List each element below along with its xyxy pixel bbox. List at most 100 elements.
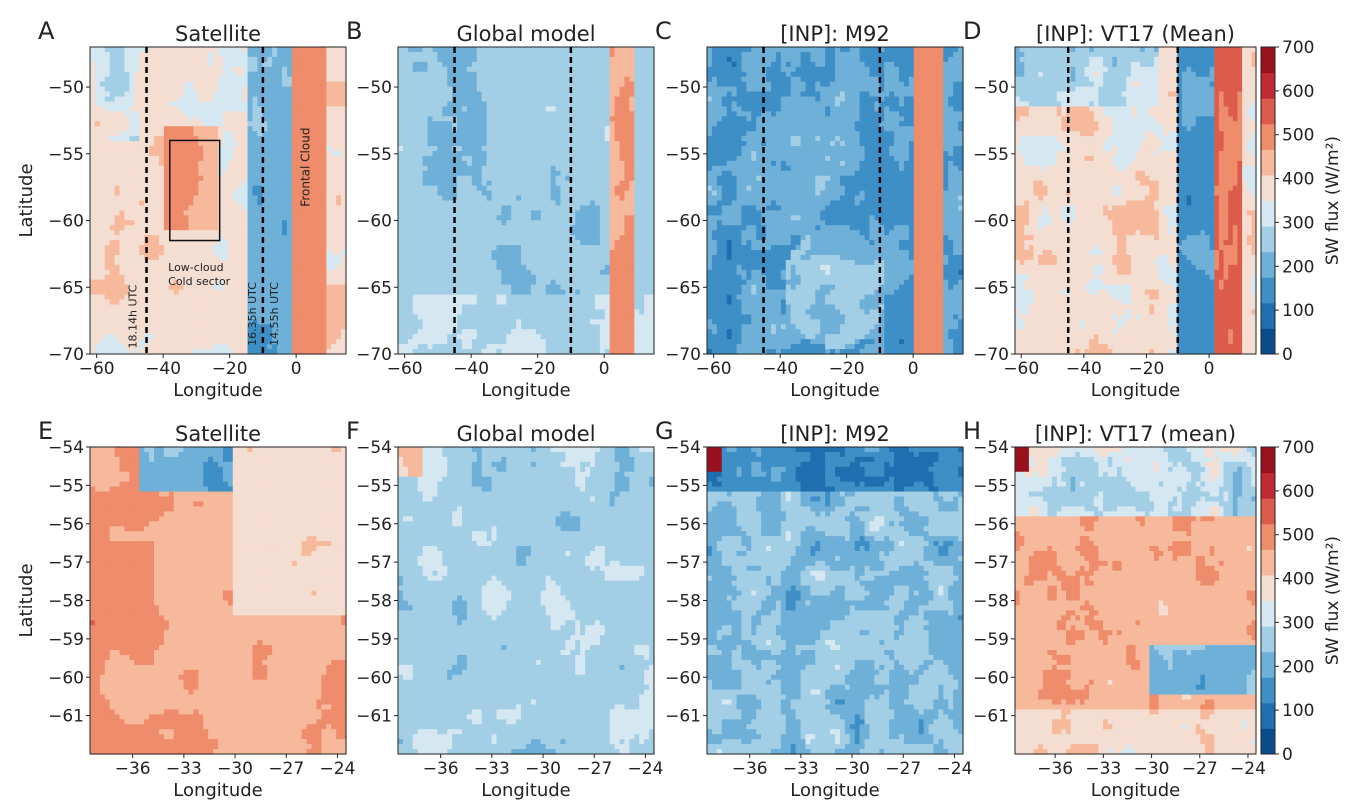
heatmap-cell bbox=[516, 121, 522, 127]
heatmap-cell bbox=[526, 136, 532, 142]
heatmap-cell bbox=[536, 131, 542, 137]
heatmap-cell bbox=[129, 275, 135, 281]
heatmap-cell bbox=[228, 82, 234, 88]
heatmap-cell bbox=[536, 67, 542, 73]
heatmap-cell bbox=[120, 57, 126, 63]
heatmap-cell bbox=[184, 230, 190, 236]
heatmap-cell bbox=[644, 97, 650, 103]
heatmap-cell bbox=[139, 196, 145, 202]
heatmap-cell bbox=[610, 166, 616, 172]
heatmap-cell bbox=[403, 181, 409, 187]
annotation-low-cloud: Low-cloud Cold sector bbox=[168, 261, 231, 288]
heatmap-cell bbox=[590, 171, 596, 177]
heatmap-cell bbox=[233, 156, 239, 162]
heatmap-cell bbox=[462, 82, 468, 88]
heatmap-cell bbox=[634, 87, 640, 93]
heatmap-cell bbox=[403, 161, 409, 167]
heatmap-cell bbox=[100, 67, 106, 73]
heatmap-cell bbox=[516, 72, 522, 78]
heatmap-cell bbox=[629, 67, 635, 73]
heatmap-cell bbox=[164, 92, 170, 98]
heatmap-cell bbox=[516, 111, 522, 117]
heatmap-cell bbox=[403, 47, 409, 53]
heatmap-cell bbox=[541, 176, 547, 182]
heatmap-cell bbox=[193, 210, 199, 216]
heatmap-cell bbox=[203, 186, 209, 192]
heatmap-cell bbox=[615, 156, 621, 162]
heatmap-cell bbox=[188, 82, 194, 88]
heatmap-cell bbox=[398, 191, 404, 197]
heatmap-cell bbox=[585, 196, 591, 202]
heatmap-cell bbox=[297, 77, 303, 83]
heatmap-cell bbox=[287, 314, 293, 320]
heatmap-cell bbox=[272, 57, 278, 63]
heatmap-cell bbox=[208, 176, 214, 182]
heatmap-cell bbox=[267, 181, 273, 187]
heatmap-cell bbox=[238, 240, 244, 246]
heatmap-cell bbox=[312, 111, 318, 117]
heatmap-cell bbox=[472, 52, 478, 58]
heatmap-cell bbox=[233, 126, 239, 132]
heatmap-cell bbox=[556, 82, 562, 88]
heatmap-cell bbox=[292, 290, 298, 296]
heatmap-cell bbox=[501, 97, 507, 103]
heatmap-cell bbox=[326, 280, 332, 286]
heatmap-cell bbox=[238, 106, 244, 112]
heatmap-cell bbox=[624, 116, 630, 122]
heatmap-cell bbox=[203, 225, 209, 231]
heatmap-cell bbox=[149, 250, 155, 256]
heatmap-cell bbox=[585, 106, 591, 112]
annotation-time: 18.14h UTC bbox=[127, 284, 140, 348]
heatmap-cell bbox=[90, 166, 96, 172]
heatmap-cell bbox=[154, 314, 160, 320]
heatmap-cell bbox=[238, 52, 244, 58]
heatmap-cell bbox=[331, 136, 337, 142]
heatmap-cell bbox=[312, 72, 318, 78]
heatmap-cell bbox=[307, 111, 313, 117]
heatmap-cell bbox=[105, 265, 111, 271]
heatmap-cell bbox=[129, 67, 135, 73]
heatmap-cell bbox=[302, 290, 308, 296]
heatmap-cell bbox=[644, 121, 650, 127]
heatmap-cell bbox=[634, 111, 640, 117]
heatmap-cell bbox=[462, 186, 468, 192]
heatmap-cell bbox=[100, 171, 106, 177]
heatmap-cell bbox=[644, 47, 650, 53]
heatmap-cell bbox=[531, 161, 537, 167]
heatmap-cell bbox=[605, 111, 611, 117]
heatmap-cell bbox=[307, 121, 313, 127]
heatmap-cell bbox=[100, 106, 106, 112]
heatmap-cell bbox=[124, 270, 130, 276]
heatmap-cell bbox=[437, 67, 443, 73]
heatmap-cell bbox=[95, 324, 101, 330]
heatmap-cell bbox=[203, 196, 209, 202]
heatmap-cell bbox=[292, 250, 298, 256]
heatmap-cell bbox=[129, 47, 135, 53]
heatmap-cell bbox=[184, 196, 190, 202]
heatmap-cell bbox=[139, 116, 145, 122]
heatmap-cell bbox=[477, 205, 483, 211]
heatmap-cell bbox=[477, 191, 483, 197]
heatmap-cell bbox=[541, 67, 547, 73]
annotation-time: 14.55h UTC bbox=[268, 282, 281, 346]
heatmap-cell bbox=[541, 205, 547, 211]
heatmap-cell bbox=[600, 181, 606, 187]
heatmap-cell bbox=[398, 67, 404, 73]
heatmap-cell bbox=[634, 67, 640, 73]
heatmap-cell bbox=[521, 156, 527, 162]
heatmap-cell bbox=[233, 275, 239, 281]
heatmap-cell bbox=[267, 106, 273, 112]
heatmap-cell bbox=[90, 171, 96, 177]
heatmap-cell bbox=[624, 131, 630, 137]
heatmap-cell bbox=[105, 329, 111, 335]
heatmap-cell bbox=[228, 339, 234, 345]
heatmap-cell bbox=[208, 87, 214, 93]
heatmap-cell bbox=[560, 97, 566, 103]
heatmap-cell bbox=[115, 191, 121, 197]
heatmap-cell bbox=[403, 111, 409, 117]
heatmap-cell bbox=[115, 265, 121, 271]
heatmap-cell bbox=[432, 101, 438, 107]
heatmap-cell bbox=[336, 250, 342, 256]
heatmap-cell bbox=[134, 57, 140, 63]
heatmap-cell bbox=[398, 176, 404, 182]
